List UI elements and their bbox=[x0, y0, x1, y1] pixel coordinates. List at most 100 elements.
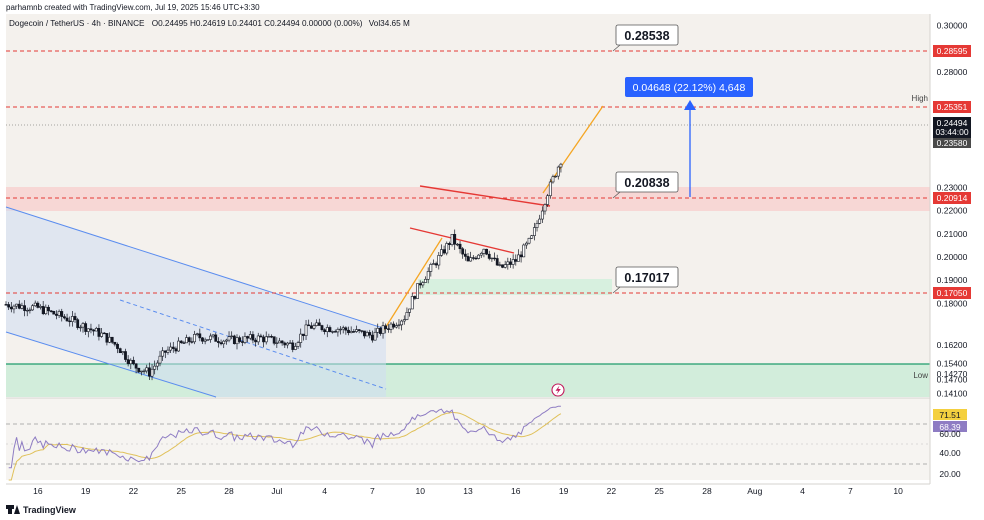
candle-body bbox=[429, 264, 433, 272]
measure-box bbox=[625, 77, 753, 97]
price-tick: 0.20000 bbox=[937, 252, 968, 262]
candle-body bbox=[110, 336, 114, 343]
candle-body bbox=[296, 342, 300, 347]
candle-body bbox=[214, 334, 218, 342]
candle-body bbox=[288, 342, 292, 344]
candle-body bbox=[522, 244, 526, 258]
candle-body bbox=[177, 340, 180, 352]
candle-body bbox=[487, 253, 491, 259]
candle-body bbox=[193, 334, 196, 343]
candle-body bbox=[421, 282, 425, 286]
measure-label: 0.04648 (22.12%) 4,648 bbox=[633, 82, 746, 94]
candle-body bbox=[23, 305, 26, 311]
candle-body bbox=[41, 306, 45, 315]
candle-body bbox=[227, 336, 231, 341]
candle-body bbox=[328, 327, 332, 333]
candle-body bbox=[256, 335, 260, 343]
candle-body bbox=[9, 306, 13, 310]
candle-body bbox=[360, 330, 364, 332]
candle-body bbox=[209, 335, 212, 340]
callout-top[interactable]: 0.28538 bbox=[612, 24, 679, 52]
candle-body bbox=[86, 328, 90, 332]
candle-body bbox=[461, 248, 465, 255]
time-tick: 7 bbox=[848, 486, 853, 496]
candle-body bbox=[495, 258, 499, 266]
candle-body bbox=[453, 234, 457, 245]
candle-body bbox=[94, 328, 98, 332]
callout-low[interactable]: 0.17017 bbox=[612, 266, 679, 294]
candle-body bbox=[506, 261, 510, 265]
candle-body bbox=[548, 181, 552, 197]
candle-body bbox=[559, 163, 563, 168]
candle-body bbox=[378, 327, 382, 334]
time-tick: 22 bbox=[129, 486, 139, 496]
candle-body bbox=[315, 322, 319, 326]
candle-body bbox=[402, 319, 406, 322]
candle-body bbox=[25, 309, 29, 312]
candle-body bbox=[432, 263, 435, 265]
candle-body bbox=[262, 336, 265, 343]
candle-body bbox=[410, 296, 414, 310]
rsi-tick-40: 40.00 bbox=[939, 448, 961, 458]
candle-body bbox=[272, 336, 276, 344]
candle-body bbox=[299, 333, 303, 343]
candle-body bbox=[92, 329, 96, 332]
candle-body bbox=[509, 261, 512, 265]
time-tick: Aug bbox=[747, 486, 762, 496]
candle-body bbox=[97, 328, 101, 337]
candle-body bbox=[469, 257, 473, 262]
candle-body bbox=[163, 350, 167, 353]
time-tick: 4 bbox=[322, 486, 327, 496]
candle-body bbox=[498, 264, 502, 266]
flag-lower-line bbox=[409, 227, 515, 254]
candle-body bbox=[124, 351, 127, 360]
candle-body bbox=[187, 337, 191, 342]
price-tick: 0.28000 bbox=[937, 67, 968, 77]
candle-body bbox=[259, 335, 263, 338]
price-tick: 0.21000 bbox=[937, 229, 968, 239]
channel-mid-line bbox=[119, 299, 387, 390]
candle-body bbox=[294, 346, 297, 350]
price-tick: 0.22000 bbox=[937, 206, 968, 216]
candle-body bbox=[307, 324, 311, 327]
candle-body bbox=[201, 337, 204, 342]
credit-text: parhamnb created with TradingView.com, J… bbox=[6, 3, 260, 12]
candle-body bbox=[89, 328, 93, 331]
candle-body bbox=[182, 342, 186, 344]
candle-body bbox=[416, 283, 419, 299]
candle-body bbox=[248, 334, 252, 339]
candle-body bbox=[140, 370, 143, 373]
candle-body bbox=[158, 355, 162, 364]
candle-body bbox=[222, 340, 226, 345]
candle-body bbox=[448, 243, 451, 245]
candle-body bbox=[490, 257, 494, 260]
candle-body bbox=[514, 259, 518, 262]
time-tick: 10 bbox=[415, 486, 425, 496]
candle-body bbox=[137, 367, 141, 373]
candle-body bbox=[129, 359, 133, 365]
candle-body bbox=[174, 348, 178, 352]
candle-body bbox=[219, 342, 223, 345]
price-tick: 0.15400 bbox=[937, 358, 968, 368]
time-axis[interactable]: 16 19 22 25 28 Jul 4 7 10 13 16 19 22 25 28 Aug 4 7 10 bbox=[33, 486, 903, 496]
candle-body bbox=[437, 255, 441, 266]
candle-body bbox=[206, 339, 210, 341]
candle-body bbox=[108, 336, 111, 343]
candle-body bbox=[394, 325, 398, 328]
candle-body bbox=[309, 325, 313, 329]
candle-body bbox=[323, 329, 327, 332]
candle-body bbox=[155, 362, 159, 367]
callout-mid[interactable]: 0.20838 bbox=[612, 171, 679, 199]
candle-body bbox=[230, 335, 234, 338]
badge-low-value: 0.14270 bbox=[937, 369, 968, 379]
candle-body bbox=[408, 308, 411, 313]
time-tick: 19 bbox=[559, 486, 569, 496]
candle-body bbox=[466, 256, 470, 262]
lightning-icon[interactable] bbox=[551, 383, 565, 397]
candle-body bbox=[530, 235, 534, 239]
candle-body bbox=[283, 342, 287, 346]
candle-body bbox=[357, 329, 361, 331]
candle-body bbox=[33, 302, 37, 307]
price-axis[interactable]: 0.300000.280000.257770.230000.220000.210… bbox=[937, 21, 968, 399]
